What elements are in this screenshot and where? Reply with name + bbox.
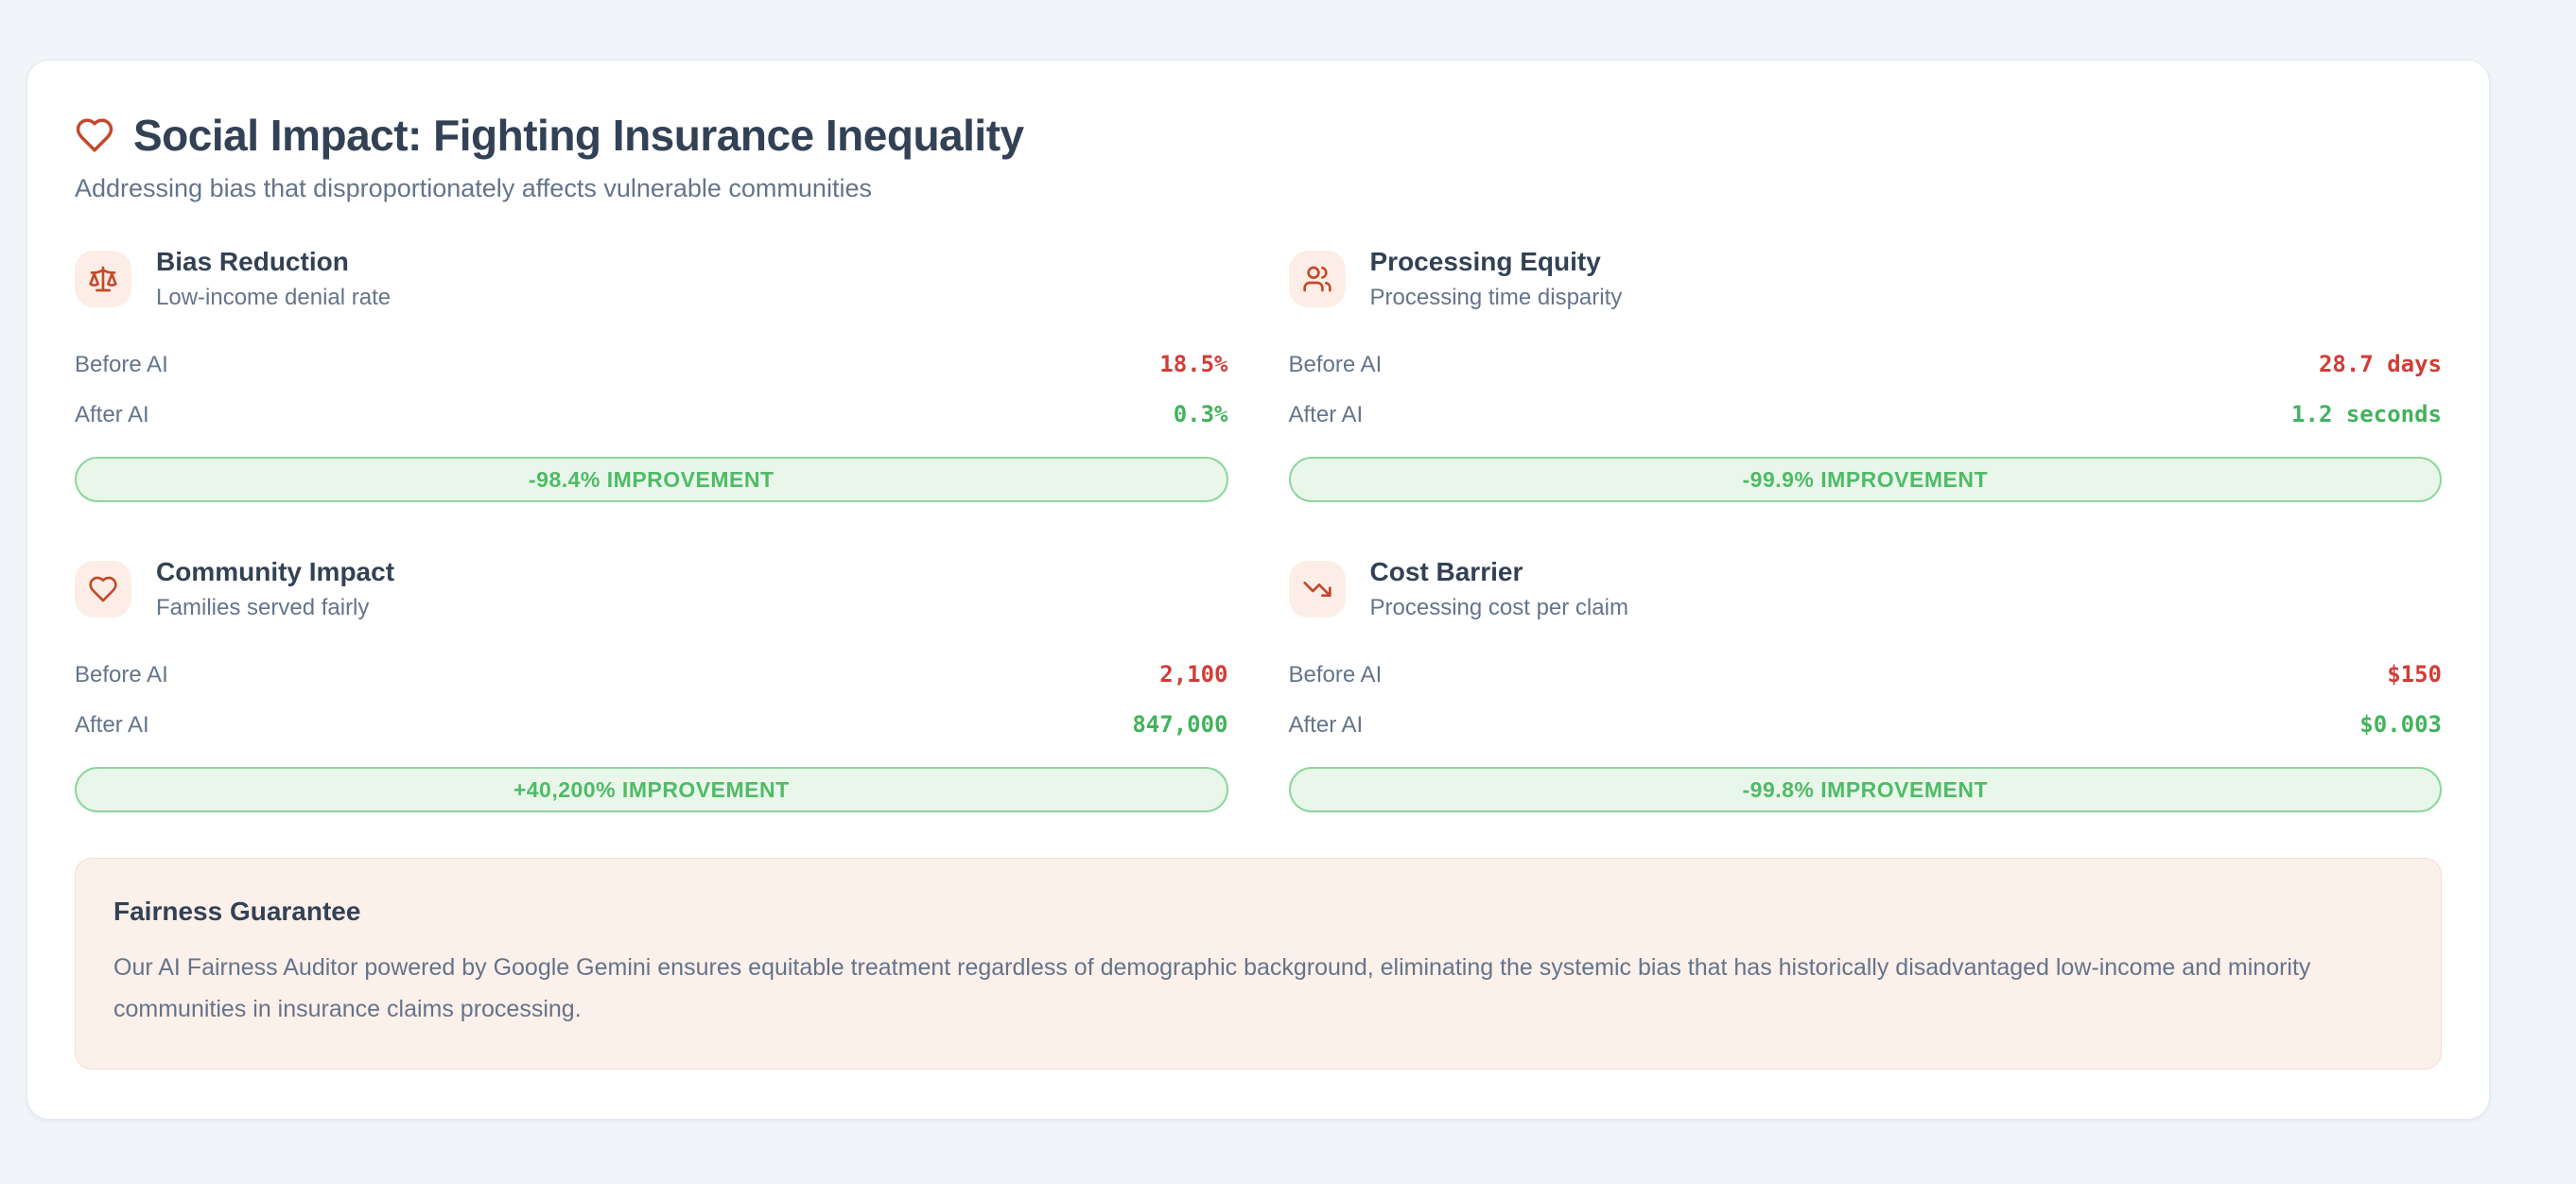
improvement-badge: -99.9% IMPROVEMENT bbox=[1288, 457, 2442, 502]
fairness-guarantee-body: Our AI Fairness Auditor powered by Googl… bbox=[113, 954, 2311, 1022]
before-ai-row: Before AI 18.5% bbox=[75, 340, 1228, 390]
panel-header: Social Impact: Fighting Insurance Inequa… bbox=[75, 110, 2442, 161]
metric-title: Community Impact bbox=[156, 557, 395, 586]
before-ai-value: 28.7 days bbox=[2318, 351, 2442, 377]
page-title: Social Impact: Fighting Insurance Inequa… bbox=[133, 111, 1024, 160]
metric-card-processing-equity: Processing Equity Processing time dispar… bbox=[1288, 247, 2443, 502]
before-ai-value: $150 bbox=[2387, 661, 2442, 688]
metric-subtitle: Processing cost per claim bbox=[1369, 595, 1628, 620]
metric-card-community-impact: Community Impact Families served fairly … bbox=[75, 557, 1228, 812]
users-icon bbox=[1288, 251, 1346, 307]
trending-down-icon bbox=[1288, 561, 1346, 618]
metric-card-bias-reduction: Bias Reduction Low-income denial rate Be… bbox=[75, 247, 1228, 502]
improvement-badge: -99.8% IMPROVEMENT bbox=[1288, 767, 2442, 812]
heart-icon bbox=[75, 115, 114, 155]
social-impact-panel: Social Impact: Fighting Insurance Inequa… bbox=[26, 60, 2490, 1120]
heart-icon bbox=[75, 561, 131, 618]
metric-title: Processing Equity bbox=[1369, 247, 1601, 276]
after-ai-label: After AI bbox=[75, 402, 149, 427]
metric-card-cost-barrier: Cost Barrier Processing cost per claim B… bbox=[1288, 557, 2443, 812]
after-ai-label: After AI bbox=[1288, 712, 1364, 738]
metric-title: Bias Reduction bbox=[156, 247, 349, 276]
after-ai-row: After AI 0.3% bbox=[75, 390, 1228, 440]
metric-subtitle: Processing time disparity bbox=[1369, 285, 1623, 310]
before-ai-row: Before AI 2,100 bbox=[75, 650, 1228, 700]
before-ai-row: Before AI $150 bbox=[1289, 650, 2443, 700]
before-ai-value: 2,100 bbox=[1159, 661, 1228, 688]
metric-subtitle: Low-income denial rate bbox=[156, 285, 392, 310]
after-ai-value: $0.003 bbox=[2359, 711, 2442, 738]
after-ai-label: After AI bbox=[75, 712, 149, 738]
metric-header: Bias Reduction Low-income denial rate bbox=[75, 247, 1228, 311]
before-ai-label: Before AI bbox=[1288, 662, 1383, 688]
improvement-badge: -98.4% IMPROVEMENT bbox=[75, 457, 1228, 502]
metric-header: Cost Barrier Processing cost per claim bbox=[1288, 557, 2443, 621]
scale-icon bbox=[75, 251, 131, 307]
improvement-badge: +40,200% IMPROVEMENT bbox=[75, 767, 1228, 812]
after-ai-row: After AI 1.2 seconds bbox=[1289, 390, 2443, 440]
fairness-guarantee-title: Fairness Guarantee bbox=[113, 897, 361, 926]
before-ai-label: Before AI bbox=[75, 662, 168, 688]
fairness-guarantee-box: Fairness Guarantee Our AI Fairness Audit… bbox=[75, 858, 2442, 1070]
metric-title: Cost Barrier bbox=[1369, 557, 1523, 586]
after-ai-value: 0.3% bbox=[1173, 401, 1228, 427]
after-ai-value: 1.2 seconds bbox=[2291, 401, 2442, 427]
after-ai-label: After AI bbox=[1288, 402, 1364, 427]
metrics-grid: Bias Reduction Low-income denial rate Be… bbox=[75, 247, 2442, 812]
after-ai-row: After AI 847,000 bbox=[75, 700, 1228, 750]
page-subtitle: Addressing bias that disproportionately … bbox=[75, 174, 872, 202]
after-ai-row: After AI $0.003 bbox=[1289, 700, 2443, 750]
metric-subtitle: Families served fairly bbox=[156, 595, 370, 620]
after-ai-value: 847,000 bbox=[1132, 711, 1228, 738]
before-ai-row: Before AI 28.7 days bbox=[1289, 340, 2443, 390]
metric-header: Processing Equity Processing time dispar… bbox=[1288, 247, 2443, 311]
before-ai-label: Before AI bbox=[1288, 352, 1383, 377]
before-ai-value: 18.5% bbox=[1159, 351, 1228, 377]
before-ai-label: Before AI bbox=[75, 352, 168, 377]
metric-header: Community Impact Families served fairly bbox=[75, 557, 1228, 621]
